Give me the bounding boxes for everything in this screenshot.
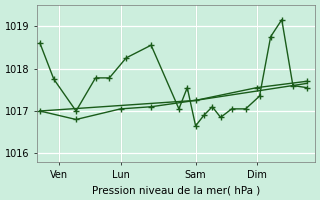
X-axis label: Pression niveau de la mer( hPa ): Pression niveau de la mer( hPa )	[92, 185, 260, 195]
